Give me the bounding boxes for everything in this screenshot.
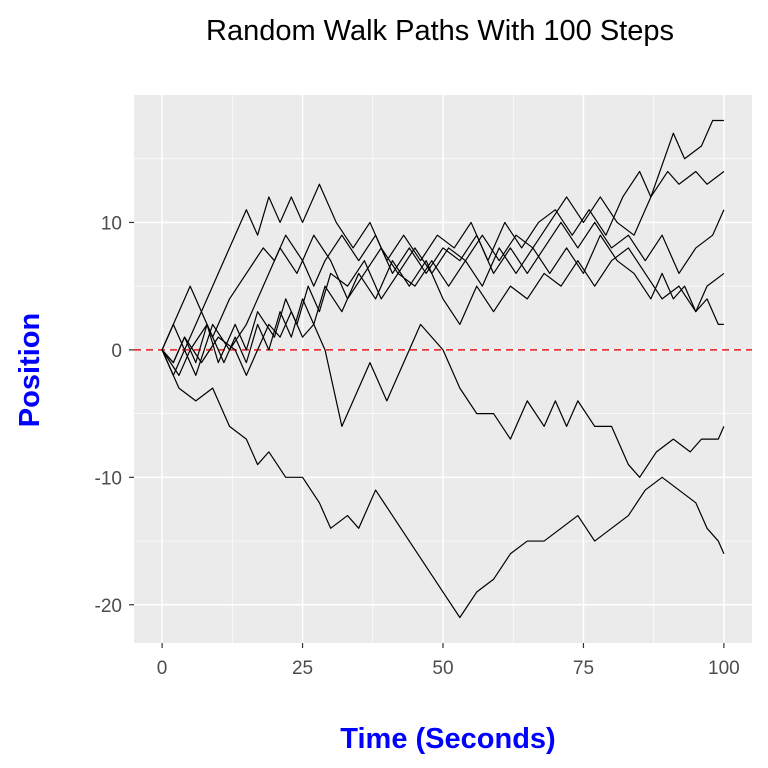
chart-title: Random Walk Paths With 100 Steps <box>206 15 674 47</box>
x-tick-label: 50 <box>432 658 453 679</box>
x-tick-label: 75 <box>573 658 594 679</box>
walk-path-4 <box>161 234 724 376</box>
x-tick-label: 100 <box>708 658 740 679</box>
y-tick-label: -10 <box>95 468 122 489</box>
y-tick-label: 10 <box>101 213 122 234</box>
x-tick-label: 25 <box>292 658 313 679</box>
walk-path-7 <box>161 349 725 619</box>
walk-paths <box>161 119 725 619</box>
walk-path-6 <box>161 311 725 478</box>
y-tick-label: -20 <box>95 596 122 617</box>
x-axis-ticks: 0 25 50 75 100 <box>157 643 740 679</box>
y-axis-title: Position <box>14 313 46 427</box>
walk-path-2 <box>161 170 725 376</box>
y-tick-label: 0 <box>111 341 122 362</box>
walk-path-1 <box>161 119 724 351</box>
grid-lines <box>134 95 752 643</box>
walk-path-3 <box>161 209 725 351</box>
x-axis-title: Time (Seconds) <box>340 723 555 755</box>
x-tick-label: 0 <box>157 658 168 679</box>
walk-path-5 <box>161 247 725 364</box>
y-axis-ticks: -20 -10 0 10 <box>95 213 134 617</box>
